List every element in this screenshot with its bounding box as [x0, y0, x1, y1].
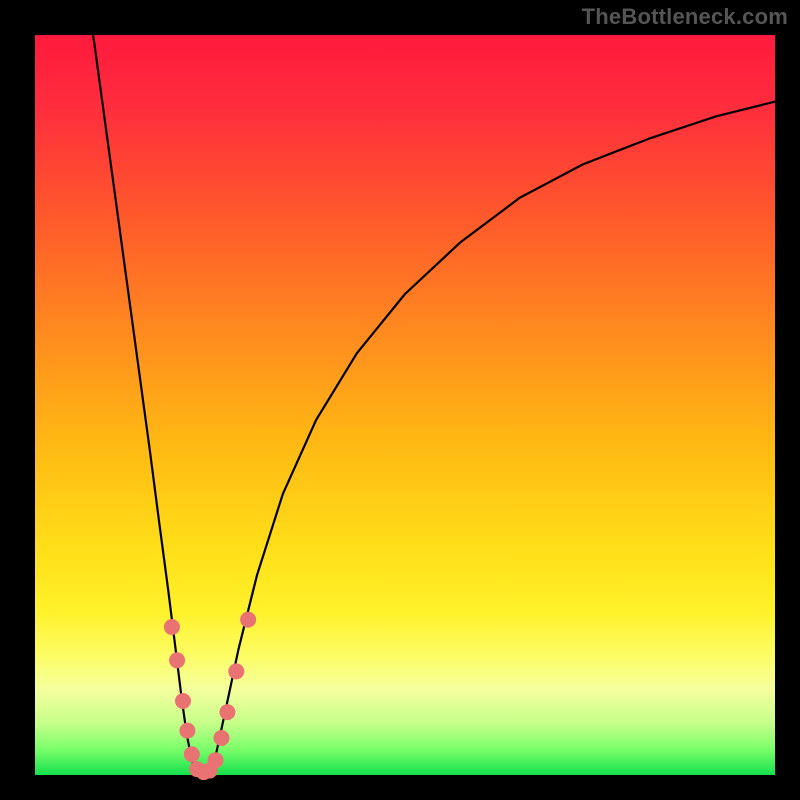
- plot-area: [35, 35, 775, 775]
- scatter-point: [184, 746, 200, 762]
- scatter-point: [164, 619, 180, 635]
- scatter-point: [240, 612, 256, 628]
- scatter-point: [169, 652, 185, 668]
- watermark-text: TheBottleneck.com: [582, 4, 788, 30]
- chart-frame: TheBottleneck.com: [0, 0, 800, 800]
- scatter-point: [179, 723, 195, 739]
- scatter-point: [208, 752, 224, 768]
- curve-right: [209, 102, 775, 775]
- scatter-point: [175, 693, 191, 709]
- scatter-point: [213, 730, 229, 746]
- scatter-point: [219, 704, 235, 720]
- scatter-point: [228, 663, 244, 679]
- curves-layer: [35, 35, 775, 775]
